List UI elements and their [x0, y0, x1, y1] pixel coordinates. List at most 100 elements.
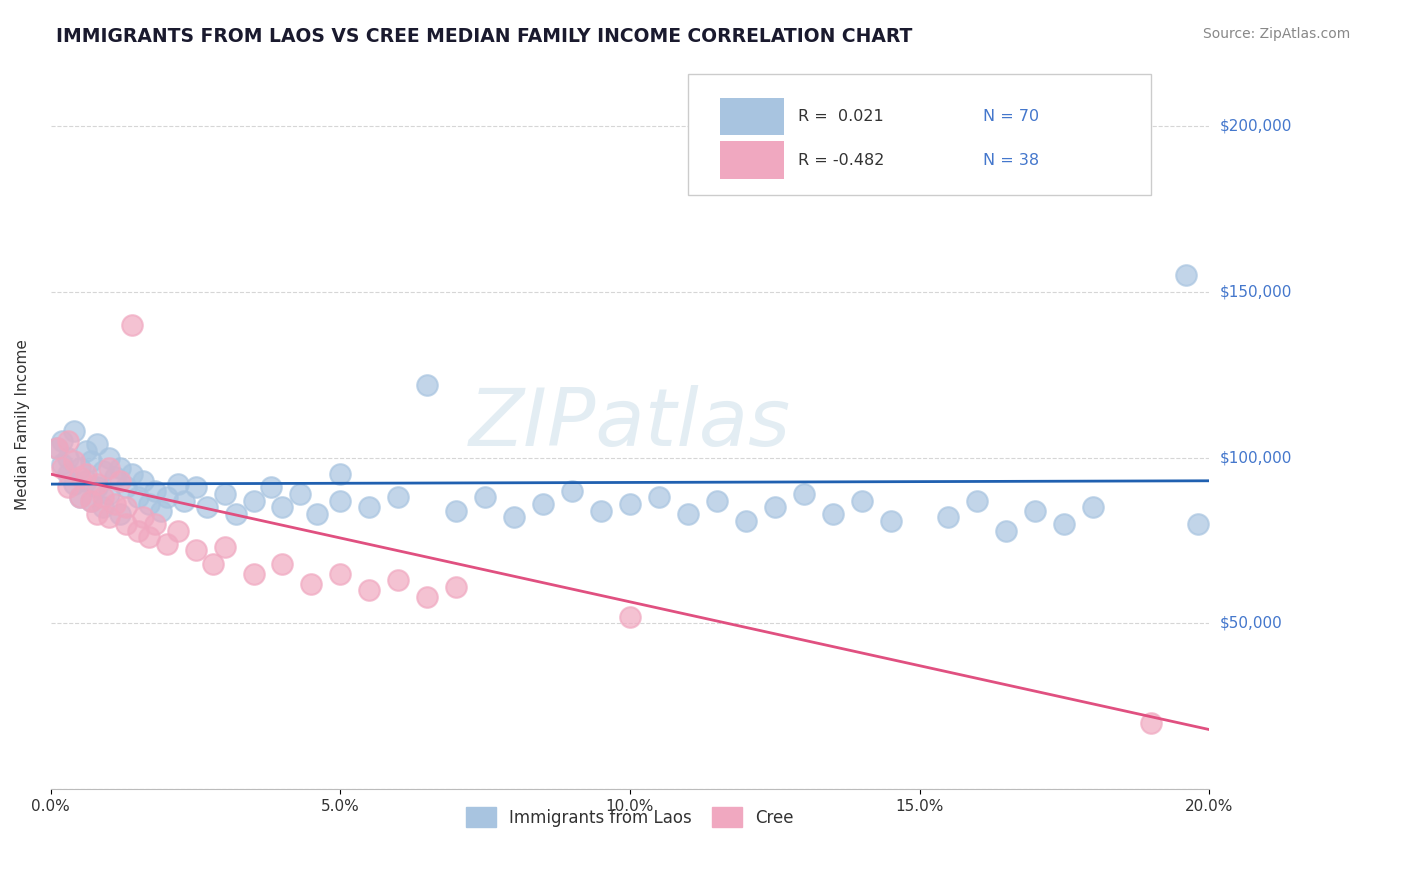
Point [561, 483, 583, 498]
Point [474, 491, 496, 505]
Point [149, 503, 172, 517]
Point [69, 470, 91, 484]
Point [1083, 500, 1105, 515]
Point [80, 493, 103, 508]
Point [51, 457, 73, 471]
Point [156, 537, 179, 551]
Point [271, 557, 294, 571]
Point [619, 497, 641, 511]
Text: IMMIGRANTS FROM LAOS VS CREE MEDIAN FAMILY INCOME CORRELATION CHART: IMMIGRANTS FROM LAOS VS CREE MEDIAN FAMI… [56, 27, 912, 45]
Point [121, 318, 143, 332]
Point [821, 507, 844, 521]
Point [444, 580, 467, 594]
Point [307, 507, 329, 521]
Text: R = -0.482: R = -0.482 [799, 153, 884, 168]
Point [97, 487, 120, 501]
Point [201, 557, 224, 571]
Point [589, 503, 612, 517]
Point [173, 493, 195, 508]
Point [879, 514, 901, 528]
Y-axis label: Median Family Income: Median Family Income [15, 339, 30, 510]
Point [63, 454, 86, 468]
Point [167, 477, 190, 491]
Point [91, 500, 114, 515]
Point [75, 444, 97, 458]
Text: N = 38: N = 38 [983, 153, 1039, 168]
Point [58, 480, 80, 494]
Point [938, 510, 960, 524]
Point [51, 460, 73, 475]
Point [503, 510, 526, 524]
Point [271, 500, 294, 515]
Point [387, 574, 409, 588]
Point [115, 480, 138, 494]
Point [214, 540, 236, 554]
Point [242, 493, 264, 508]
Point [184, 480, 207, 494]
FancyBboxPatch shape [720, 97, 785, 136]
Point [121, 467, 143, 482]
Point [115, 500, 138, 515]
Point [91, 464, 114, 478]
Point [127, 491, 149, 505]
Point [63, 424, 86, 438]
Legend: Immigrants from Laos, Cree: Immigrants from Laos, Cree [458, 798, 803, 836]
Point [110, 474, 132, 488]
Point [86, 480, 108, 494]
Point [214, 487, 236, 501]
Point [184, 543, 207, 558]
Point [143, 516, 166, 531]
Point [110, 460, 132, 475]
Point [75, 467, 97, 482]
Point [75, 474, 97, 488]
Point [97, 460, 120, 475]
Text: $100,000: $100,000 [1220, 450, 1292, 465]
Point [58, 467, 80, 482]
Point [69, 491, 91, 505]
Text: $200,000: $200,000 [1220, 119, 1292, 134]
Point [138, 530, 160, 544]
Point [58, 434, 80, 448]
Point [97, 450, 120, 465]
Point [103, 470, 125, 484]
Point [45, 441, 67, 455]
Text: R =  0.021: R = 0.021 [799, 109, 883, 124]
Point [619, 609, 641, 624]
Point [1174, 268, 1197, 282]
Point [359, 583, 381, 598]
Point [58, 450, 80, 465]
Point [1053, 516, 1076, 531]
Point [444, 503, 467, 517]
Point [851, 493, 873, 508]
Text: $50,000: $50,000 [1220, 615, 1282, 631]
Point [195, 500, 218, 515]
Point [45, 441, 67, 455]
Point [127, 524, 149, 538]
Point [156, 491, 179, 505]
Point [1187, 516, 1209, 531]
Point [69, 460, 91, 475]
Point [1024, 503, 1046, 517]
Text: $150,000: $150,000 [1220, 285, 1292, 299]
Point [242, 566, 264, 581]
Point [793, 487, 815, 501]
Point [676, 507, 699, 521]
Point [706, 493, 728, 508]
Point [132, 474, 155, 488]
Point [167, 524, 190, 538]
Point [63, 477, 86, 491]
Point [387, 491, 409, 505]
Text: Source: ZipAtlas.com: Source: ZipAtlas.com [1202, 27, 1350, 41]
Point [301, 576, 323, 591]
Point [86, 507, 108, 521]
Point [416, 377, 439, 392]
Point [531, 497, 554, 511]
Point [132, 510, 155, 524]
Point [648, 491, 671, 505]
Point [115, 516, 138, 531]
Point [91, 491, 114, 505]
Text: ZIPatlas: ZIPatlas [470, 385, 792, 464]
Point [966, 493, 988, 508]
Point [138, 497, 160, 511]
Point [110, 507, 132, 521]
